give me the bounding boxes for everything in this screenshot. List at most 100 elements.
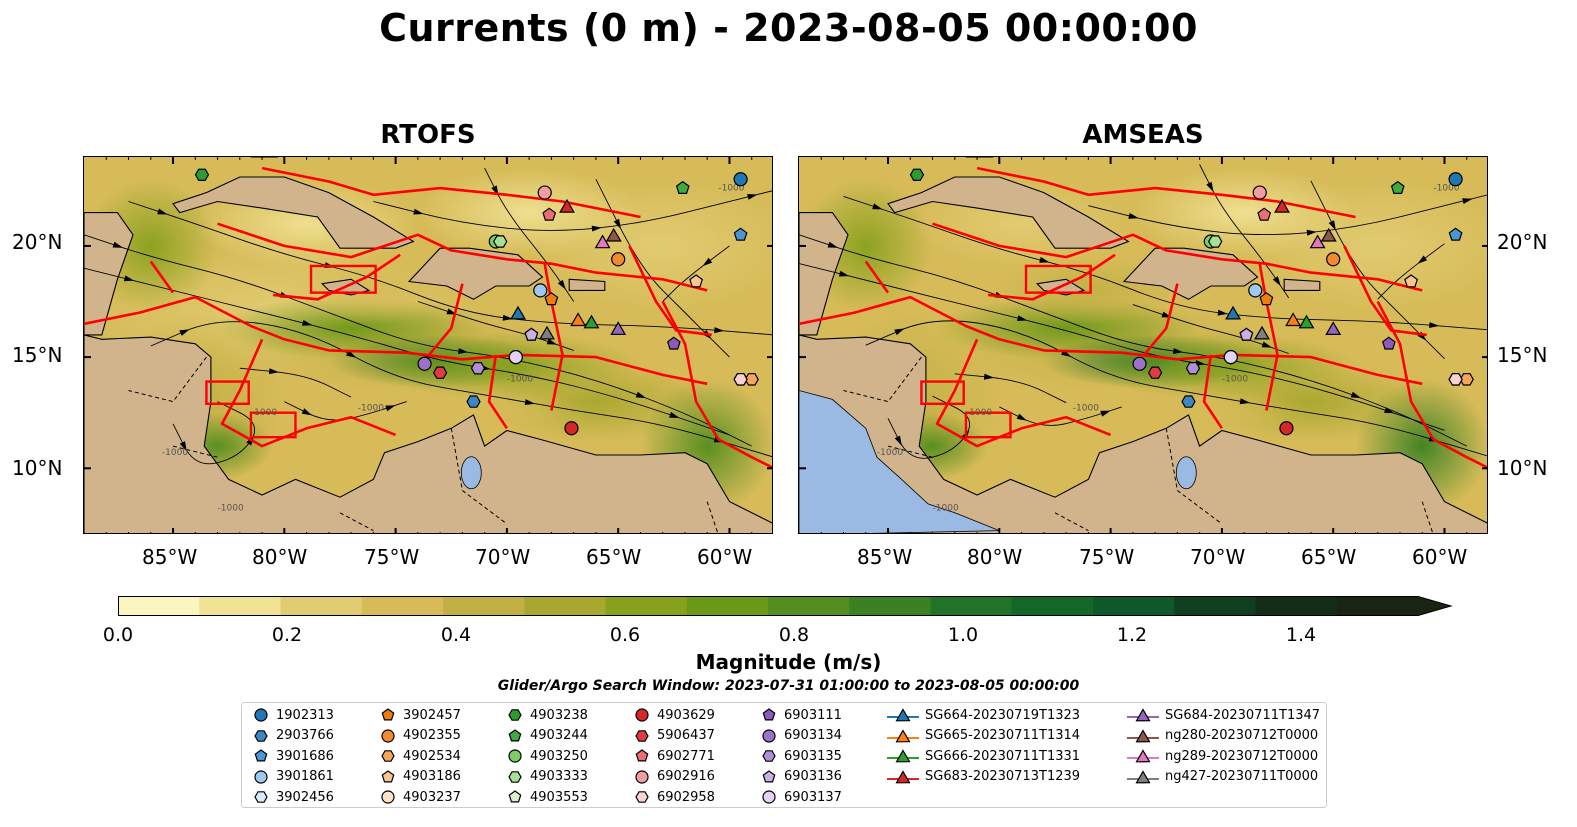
- argo-float-marker[interactable]: 4903186: [689, 274, 704, 288]
- argo-float-marker[interactable]: 4903238: [909, 168, 925, 181]
- glider-marker[interactable]: SG665-20230711T1314: [570, 312, 587, 327]
- argo-float-marker[interactable]: 4903186: [1404, 274, 1419, 288]
- glider-marker[interactable]: SG665-20230711T1314: [1285, 312, 1302, 327]
- streamline: [128, 201, 772, 336]
- lon-tick-label-amseas: 65°W: [1301, 545, 1357, 569]
- argo-float-marker[interactable]: 6903134: [1132, 356, 1147, 371]
- legend-label: 1902313: [276, 707, 334, 723]
- argo-float-marker[interactable]: 6902771: [542, 207, 557, 221]
- argo-float-marker[interactable]: 6903135: [470, 362, 486, 375]
- glider-marker[interactable]: SG683-20230713T1239: [559, 198, 575, 213]
- map-rtofs[interactable]: -1000-1000-1000-1000-1000-10001902313290…: [83, 156, 773, 534]
- legend-label: ng289-20230712T0000: [1165, 748, 1319, 764]
- glider-marker[interactable]: ng427-20230711T0000: [538, 325, 555, 340]
- glider-marker[interactable]: ng289-20230712T0000: [594, 234, 611, 249]
- eez-boundary: [1258, 263, 1279, 411]
- colorbar-segment: [524, 596, 606, 616]
- glider-marker[interactable]: SG664-20230719T1323: [1225, 305, 1242, 320]
- argo-float-marker[interactable]: 3901861: [533, 283, 548, 298]
- argo-float-marker[interactable]: 1902313: [1448, 172, 1463, 187]
- argo-float-marker[interactable]: 3902457: [1259, 292, 1274, 306]
- glider-marker[interactable]: ng427-20230711T0000: [1253, 325, 1270, 340]
- glider-marker[interactable]: ng280-20230712T0000: [1320, 227, 1337, 242]
- argo-float-marker[interactable]: 3901686: [733, 227, 748, 241]
- argo-float-marker[interactable]: 4903244: [1390, 180, 1405, 195]
- streamline: [887, 395, 971, 459]
- argo-float-marker[interactable]: 6902916: [537, 185, 552, 200]
- float-legend-icon: [508, 728, 522, 741]
- legend-label: 6903136: [784, 769, 842, 784]
- argo-float-marker[interactable]: 4903333: [493, 235, 508, 248]
- legend-label: 6902958: [657, 789, 715, 805]
- argo-float-marker[interactable]: 6903111: [1381, 336, 1396, 350]
- glider-marker[interactable]: SG684-20230711T1347: [610, 321, 627, 335]
- eez-boundary: [217, 222, 708, 292]
- streamline: [799, 234, 1467, 447]
- argo-float-marker[interactable]: 6903135: [1185, 362, 1201, 375]
- glider-marker[interactable]: SG684-20230711T1347: [1325, 321, 1342, 335]
- argo-float-marker[interactable]: 6903137: [508, 350, 523, 365]
- argo-float-marker[interactable]: 6903136: [524, 327, 539, 341]
- map-amseas[interactable]: -1000-1000-1000-1000-1000-10001902313290…: [798, 156, 1488, 534]
- glider-marker[interactable]: ng280-20230712T0000: [605, 227, 622, 242]
- argo-float-marker[interactable]: 3901861: [1248, 283, 1263, 298]
- legend-item: 3902457: [379, 705, 461, 725]
- glider-marker[interactable]: SG683-20230713T1239: [1274, 198, 1290, 213]
- legend-label: SG666-20230711T1331: [925, 748, 1081, 764]
- argo-float-marker[interactable]: 6902958: [1448, 373, 1463, 386]
- colorbar-segment: [1336, 596, 1419, 616]
- argo-float-marker[interactable]: 6902958: [733, 373, 748, 386]
- glider-legend-icon: [1127, 708, 1159, 722]
- lon-tick-label-rtofs: 80°W: [252, 545, 308, 569]
- argo-float-marker[interactable]: 6903111: [666, 336, 681, 350]
- argo-float-marker[interactable]: 1902313: [733, 172, 748, 187]
- argo-float-marker[interactable]: 4903238: [194, 168, 210, 181]
- legend-item: 4903250: [506, 746, 588, 766]
- float-legend-icon: [762, 790, 776, 804]
- argo-float-marker[interactable]: 2903766: [466, 395, 481, 408]
- legend-item: 6903111: [760, 705, 842, 725]
- streamline: [799, 263, 1445, 431]
- legend-label: ng280-20230712T0000: [1165, 728, 1319, 743]
- argo-float-marker[interactable]: 3901686: [1448, 227, 1463, 241]
- argo-float-marker[interactable]: 4903629: [564, 421, 579, 436]
- argo-float-marker[interactable]: 6903136: [1239, 327, 1254, 341]
- argo-float-marker[interactable]: 4902534: [744, 373, 759, 386]
- glider-marker[interactable]: ng289-20230712T0000: [1309, 234, 1326, 249]
- legend-item: 6902771: [633, 746, 715, 766]
- argo-float-marker[interactable]: 4903629: [1279, 421, 1294, 436]
- colorbar-tick-label: 0.2: [271, 624, 303, 646]
- argo-float-marker[interactable]: 6902771: [1257, 207, 1272, 221]
- colorbar-segment: [1093, 596, 1175, 616]
- legend-item: SG664-20230719T1323: [887, 705, 1080, 725]
- argo-float-marker[interactable]: 6903134: [417, 356, 432, 371]
- argo-float-marker[interactable]: 4903333: [1208, 235, 1223, 248]
- legend-label: 6902916: [657, 769, 715, 784]
- streamline: [84, 234, 752, 447]
- legend-item: SG683-20230713T1239: [887, 767, 1080, 787]
- legend-item: ng280-20230712T0000: [1127, 726, 1318, 746]
- argo-float-marker[interactable]: 5906437: [432, 366, 448, 379]
- argo-float-marker[interactable]: 4902355: [1326, 252, 1341, 267]
- argo-float-marker[interactable]: 2903766: [1181, 395, 1196, 408]
- float-legend-icon: [635, 729, 649, 742]
- lon-tick-label-amseas: 85°W: [857, 545, 913, 569]
- argo-float-marker[interactable]: 3902457: [544, 292, 559, 306]
- glider-marker[interactable]: SG666-20230711T1331: [1298, 314, 1315, 329]
- panel-title-rtofs: RTOFS: [380, 120, 476, 150]
- legend-label: SG664-20230719T1323: [925, 707, 1081, 723]
- legend-label: SG683-20230713T1239: [925, 769, 1081, 784]
- argo-float-marker[interactable]: 4902534: [1459, 373, 1474, 386]
- legend-label: 6903135: [784, 748, 842, 764]
- lon-tick-label-rtofs: 85°W: [142, 545, 198, 569]
- glider-marker[interactable]: SG666-20230711T1331: [583, 314, 600, 329]
- legend-label: 4903629: [657, 707, 715, 723]
- colorbar-tick-label: 0.8: [778, 624, 810, 646]
- argo-float-marker[interactable]: 6903137: [1223, 350, 1238, 365]
- argo-float-marker[interactable]: 5906437: [1147, 366, 1163, 379]
- argo-float-marker[interactable]: 6902916: [1252, 185, 1267, 200]
- argo-float-marker[interactable]: 4902355: [611, 252, 626, 267]
- legend-item: ng427-20230711T0000: [1127, 767, 1318, 787]
- argo-float-marker[interactable]: 4903244: [675, 180, 690, 195]
- glider-marker[interactable]: SG664-20230719T1323: [510, 305, 527, 320]
